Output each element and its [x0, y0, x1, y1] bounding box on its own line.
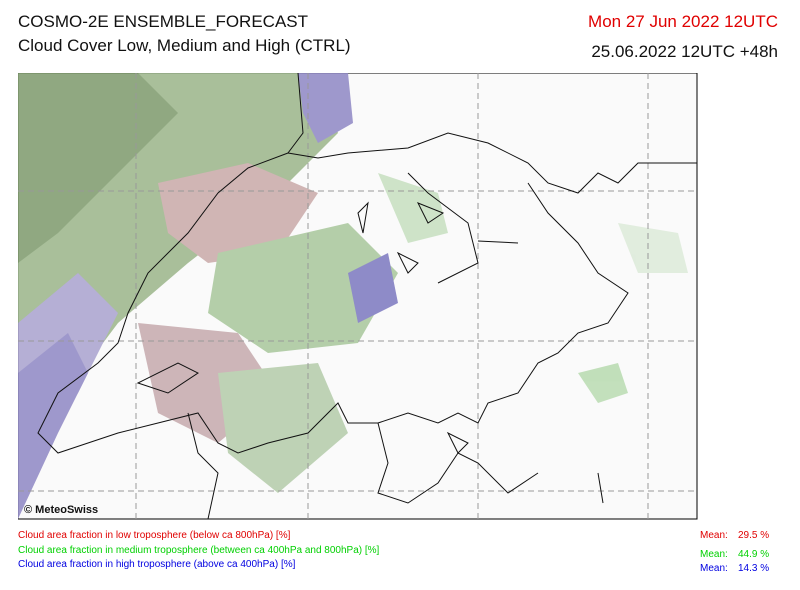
- run-time: 25.06.2022 12UTC +48h: [591, 42, 778, 61]
- borders: [37, 73, 697, 520]
- mean-label: Mean:: [700, 549, 728, 560]
- copyright: © MeteoSwiss: [24, 504, 98, 516]
- legend-label: Cloud area fraction in high troposphere …: [18, 559, 296, 570]
- map: © MeteoSwiss: [18, 73, 698, 520]
- mean-label: Mean:: [700, 530, 728, 541]
- mean-value: 44.9 %: [738, 549, 770, 560]
- legend-label: Cloud area fraction in medium tropospher…: [18, 545, 380, 556]
- title: COSMO-2E ENSEMBLE_FORECAST: [18, 12, 309, 31]
- subtitle: Cloud Cover Low, Medium and High (CTRL): [18, 36, 351, 55]
- cloud-fields: [18, 73, 688, 519]
- mean-label: Mean:: [700, 563, 728, 574]
- mean-value: 14.3 %: [738, 563, 770, 574]
- valid-time: Mon 27 Jun 2022 12UTC: [588, 12, 778, 31]
- mean-value: 29.5 %: [738, 530, 770, 541]
- grid: [18, 73, 697, 519]
- legend-label: Cloud area fraction in low troposphere (…: [18, 530, 291, 541]
